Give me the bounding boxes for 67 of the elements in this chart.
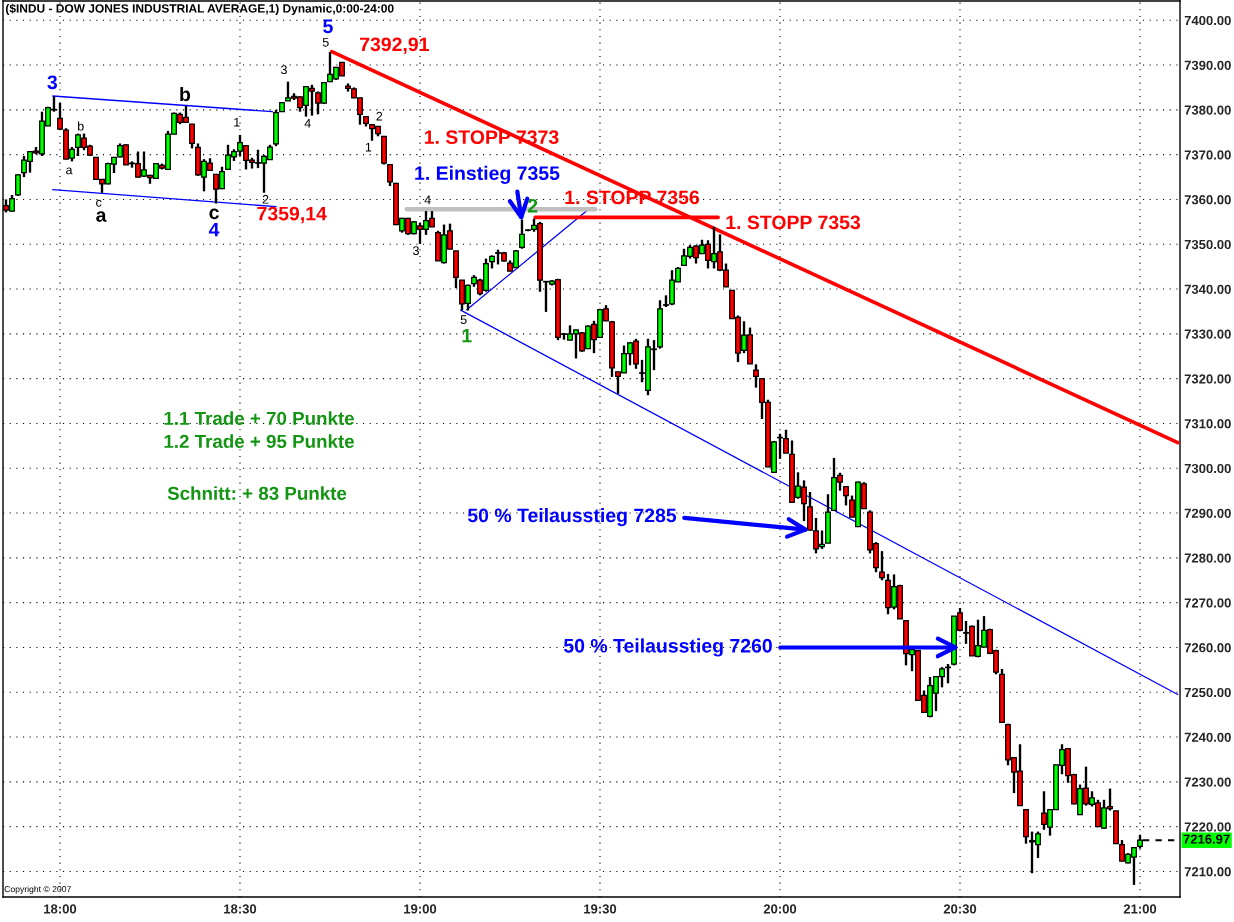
- x-tick-label: 18:00: [44, 904, 77, 914]
- y-tick-label: 7260.00: [1184, 643, 1231, 653]
- candlestick: [189, 123, 195, 150]
- annotation: 5: [322, 37, 329, 47]
- y-tick-label: 7270.00: [1184, 598, 1231, 608]
- annotation: Schnitt: + 83 Punkte: [167, 486, 347, 501]
- y-tick-label: 7310.00: [1184, 419, 1231, 429]
- y-tick-label: 7240.00: [1184, 732, 1231, 742]
- annotation: 5: [460, 315, 467, 325]
- y-tick-label: 7360.00: [1184, 195, 1231, 205]
- annotation: 1: [462, 328, 472, 343]
- annotation: 3: [47, 75, 58, 90]
- ref-line-label: 7216.97: [1183, 834, 1230, 844]
- x-tick-label: 20:00: [763, 904, 797, 914]
- y-tick-label: 7400.00: [1184, 15, 1231, 26]
- x-tick-label: 19:00: [404, 904, 437, 914]
- y-tick-label: 7210.00: [1184, 867, 1231, 877]
- y-tick-label: 7230.00: [1184, 777, 1231, 787]
- annotation: a: [66, 167, 73, 175]
- annotation: 1. STOPP 7353: [726, 215, 861, 230]
- annotation: 4: [304, 118, 311, 128]
- annotation: 1. Einstieg 7355: [415, 165, 560, 184]
- annotation: 4: [208, 222, 220, 237]
- y-tick-label: 7390.00: [1184, 60, 1231, 70]
- annotation: 1.2 Trade + 95 Punkte: [164, 434, 354, 449]
- chart-title: ($INDU - DOW JONES INDUSTRIAL AVERAGE,1) Dynamic,0:00-24:00: [5, 3, 394, 16]
- annotation: c: [209, 208, 219, 220]
- annotation: 50 % Teilausstieg 7260: [563, 638, 772, 657]
- x-tick-label: 18:30: [224, 904, 257, 914]
- y-tick-label: 7340.00: [1184, 284, 1231, 294]
- annotation: 4: [424, 195, 431, 205]
- y-tick-label: 7350.00: [1184, 239, 1231, 250]
- candlestick: [15, 173, 21, 198]
- annotation: 50 % Teilausstieg 7285: [467, 507, 677, 527]
- y-tick-label: 7300.00: [1184, 463, 1231, 474]
- annotation: 2: [376, 111, 383, 121]
- annotation: 3: [413, 246, 419, 256]
- y-tick-label: 7220.00: [1184, 822, 1231, 832]
- annotation: c: [96, 199, 102, 207]
- annotation: 2: [262, 194, 269, 204]
- annotation: b: [180, 86, 191, 102]
- annotation: 7359,14: [257, 206, 327, 224]
- candlestick: [387, 163, 393, 188]
- annotation: 1: [234, 117, 240, 127]
- y-tick-label: 7280.00: [1184, 553, 1231, 563]
- x-tick-label: 19:30: [584, 904, 617, 914]
- y-tick-label: 7250.00: [1184, 687, 1231, 698]
- annotation: Copyright © 2007: [4, 885, 71, 894]
- annotation: 7392,91: [360, 37, 429, 55]
- candlestick: [843, 485, 849, 507]
- candlestick: [783, 428, 789, 455]
- annotation: 1.1 Trade + 70 Punkte: [164, 411, 354, 425]
- candlestick: [879, 549, 885, 582]
- y-tick-label: 7290.00: [1184, 508, 1231, 518]
- y-tick-label: 7380.00: [1184, 105, 1231, 115]
- y-tick-label: 7320.00: [1184, 374, 1231, 384]
- y-tick-label: 7370.00: [1184, 150, 1231, 160]
- annotation: a: [96, 211, 107, 222]
- y-tick-label: 7330.00: [1184, 329, 1231, 339]
- annotation: 3: [280, 65, 287, 75]
- annotation: 5: [323, 19, 333, 34]
- annotation: 2: [527, 198, 538, 213]
- x-tick-label: 20:30: [943, 904, 977, 914]
- candlestick: [753, 363, 759, 389]
- annotation: 1: [365, 142, 372, 152]
- x-tick-label: 21:00: [1123, 904, 1157, 914]
- annotation: b: [78, 121, 84, 131]
